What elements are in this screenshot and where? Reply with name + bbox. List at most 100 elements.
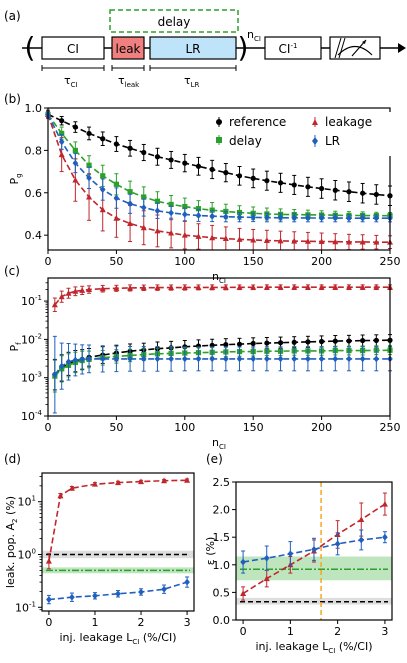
data-point-LR bbox=[86, 174, 92, 182]
data-point-leakage bbox=[168, 284, 175, 291]
panel-label-a: (a) bbox=[4, 9, 21, 23]
data-point-LR bbox=[346, 355, 352, 363]
fit-line-leakage bbox=[47, 114, 390, 243]
data-point-LR bbox=[113, 355, 120, 363]
data-point-LR bbox=[99, 355, 106, 363]
x-tick-label: 50 bbox=[109, 421, 123, 434]
x-tick-label: 100 bbox=[174, 421, 195, 434]
data-point-reference bbox=[100, 136, 106, 142]
data-point-LR bbox=[305, 214, 311, 222]
data-point-LR bbox=[127, 200, 133, 208]
y-tick-label: 0.0 bbox=[213, 614, 231, 627]
series-LR bbox=[45, 110, 393, 223]
series-leakage bbox=[45, 477, 191, 570]
data-point-leakage bbox=[373, 238, 380, 245]
data-point-LR bbox=[250, 355, 256, 363]
x-tick-label: 0 bbox=[240, 625, 247, 638]
data-point-leakage bbox=[140, 284, 147, 291]
delay-label: delay bbox=[158, 15, 191, 29]
x-tick-label: 250 bbox=[380, 421, 401, 434]
fit-line-leakage bbox=[48, 479, 188, 562]
ci-inverse-label: CI-1 bbox=[279, 42, 298, 56]
x-tick-label: 0 bbox=[45, 616, 52, 629]
data-point-LR bbox=[69, 593, 75, 601]
data-point-LR bbox=[311, 545, 317, 553]
data-point-leakage bbox=[168, 229, 175, 236]
data-point-LR bbox=[291, 214, 298, 222]
data-point-LR bbox=[209, 355, 215, 363]
data-point-reference bbox=[319, 338, 325, 345]
data-point-delay bbox=[59, 130, 65, 137]
data-point-LR bbox=[223, 355, 229, 363]
data-point-leakage bbox=[45, 557, 52, 564]
y-tick-label: 0.8 bbox=[25, 144, 43, 157]
ci-inverse-box bbox=[264, 36, 322, 60]
timeline-arrow-icon bbox=[398, 43, 406, 53]
data-point-LR bbox=[332, 214, 339, 222]
plot-frame bbox=[41, 472, 195, 612]
data-point-LR bbox=[46, 596, 52, 603]
data-point-reference bbox=[236, 341, 243, 347]
data-point-leakage bbox=[250, 284, 257, 290]
data-point-LR bbox=[65, 358, 72, 366]
plot-frame bbox=[235, 481, 393, 621]
data-point-LR bbox=[277, 355, 284, 363]
data-point-LR bbox=[168, 355, 174, 363]
data-point-delay bbox=[182, 203, 188, 210]
data-point-LR bbox=[334, 540, 341, 548]
data-point-leakage bbox=[359, 284, 366, 290]
chart-d-leakage-population: 0 1 2 3 10-1 100 101 inj. leakage LCI (%/CI) lea… bbox=[4, 472, 195, 646]
data-point-reference bbox=[305, 184, 311, 190]
data-point-LR bbox=[382, 533, 388, 541]
data-point-LR bbox=[154, 207, 161, 215]
data-point-reference bbox=[154, 154, 161, 160]
fit-line-reference bbox=[54, 339, 391, 376]
data-point-leakage bbox=[222, 284, 229, 290]
data-point-leakage bbox=[181, 284, 188, 290]
series-reference bbox=[52, 334, 393, 391]
data-point-delay bbox=[168, 201, 174, 208]
data-point-LR bbox=[236, 355, 243, 363]
y-tick-label: 1.0 bbox=[213, 559, 231, 572]
x-tick-label: 1 bbox=[91, 616, 98, 629]
y-tick-label: 10-1 bbox=[21, 294, 42, 308]
data-point-LR bbox=[168, 209, 174, 217]
data-point-reference bbox=[168, 157, 174, 163]
data-point-leakage bbox=[154, 284, 161, 291]
data-point-leakage bbox=[240, 590, 247, 597]
y-axis-label: ε (%) bbox=[204, 537, 217, 565]
data-point-LR bbox=[99, 186, 106, 193]
data-point-LR bbox=[318, 214, 325, 222]
data-point-LR bbox=[373, 214, 380, 222]
data-point-delay bbox=[154, 198, 161, 204]
x-tick-label: 50 bbox=[109, 255, 123, 268]
series-leakage bbox=[51, 284, 393, 313]
data-point-reference bbox=[209, 166, 215, 173]
data-point-reference bbox=[59, 118, 65, 124]
x-tick-label: 250 bbox=[380, 255, 401, 268]
data-point-LR bbox=[277, 214, 284, 222]
data-point-leakage bbox=[304, 284, 311, 290]
data-point-LR bbox=[264, 355, 270, 363]
leak-label: leak bbox=[115, 42, 140, 56]
x-tick-label: 100 bbox=[174, 255, 195, 268]
leak-box bbox=[111, 36, 145, 60]
y-tick-label: 1.0 bbox=[25, 102, 43, 115]
data-point-LR bbox=[161, 585, 167, 593]
data-point-delay bbox=[141, 194, 147, 200]
data-point-LR bbox=[195, 355, 202, 363]
data-point-leakage bbox=[318, 284, 325, 290]
data-point-LR bbox=[291, 355, 298, 363]
y-tick-label: 10-3 bbox=[21, 371, 42, 385]
data-point-leakage bbox=[209, 284, 216, 290]
data-point-reference bbox=[223, 170, 229, 176]
data-point-leakage bbox=[113, 215, 120, 221]
data-point-LR bbox=[287, 550, 294, 558]
y-tick-label: 0.5 bbox=[213, 586, 231, 599]
data-point-LR bbox=[184, 578, 190, 586]
x-tick-label: 0 bbox=[45, 421, 52, 434]
data-point-reference bbox=[250, 340, 256, 347]
x-axis-label: nCI bbox=[212, 270, 226, 285]
data-point-leakage bbox=[304, 238, 311, 244]
data-point-reference bbox=[113, 141, 119, 147]
